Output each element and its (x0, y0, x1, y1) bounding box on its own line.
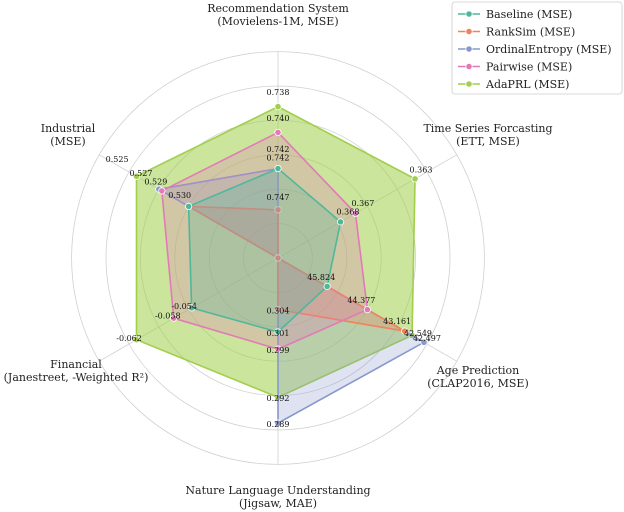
legend-item: RankSim (MSE) (458, 26, 575, 39)
series-point (185, 202, 193, 210)
value-label: 0.363 (410, 165, 433, 174)
axis-label-line: Age Prediction (436, 364, 520, 377)
value-label: 0.527 (130, 169, 153, 178)
legend-item: Pairwise (MSE) (458, 61, 572, 74)
series-point (411, 175, 419, 183)
axis-labels: Recommendation System(Movielens-1M, MSE)… (4, 2, 553, 510)
series-point (274, 128, 282, 137)
value-label: 44.377 (347, 296, 375, 305)
legend-item: AdaPRL (MSE) (458, 78, 569, 91)
value-label: 0.529 (144, 177, 167, 186)
legend-label: Pairwise (MSE) (486, 61, 572, 74)
value-label: 0.292 (267, 394, 290, 403)
value-label: -0.054 (171, 302, 197, 311)
value-label: 0.368 (337, 208, 360, 217)
value-label: 43.161 (383, 317, 411, 326)
legend-box (451, 1, 623, 95)
legend-label: Baseline (MSE) (486, 8, 572, 21)
axis-label-line: Nature Language Understanding (185, 484, 370, 497)
value-label: 0.289 (267, 420, 290, 429)
series-point (274, 103, 282, 111)
series-point (363, 305, 371, 314)
value-label: 42.549 (404, 329, 432, 338)
series-point (274, 254, 282, 262)
series-point (401, 327, 409, 335)
value-label: 0.740 (267, 114, 290, 123)
series-point (323, 282, 331, 290)
value-label: 0.525 (106, 155, 129, 164)
legend-swatch-marker (465, 45, 473, 53)
value-label: 0.299 (267, 346, 290, 355)
axis-label: Age Prediction(CLAP2016, MSE) (427, 364, 528, 390)
axis-label-line: Financial (50, 358, 102, 371)
legend-label: RankSim (MSE) (486, 26, 575, 39)
axis-label-line: (MSE) (50, 135, 85, 148)
value-label: -0.062 (116, 334, 142, 343)
series-point (158, 187, 166, 195)
axis-label: Industrial(MSE) (41, 122, 96, 148)
legend-label: OrdinalEntropy (MSE) (486, 43, 612, 56)
series-point (274, 305, 282, 314)
series-point (274, 419, 282, 427)
legend: Baseline (MSE) RankSim (MSE) OrdinalEntrop… (451, 1, 623, 95)
legend-swatch-marker (465, 62, 473, 71)
legend-swatch-marker (465, 80, 473, 88)
legend-swatch-marker (465, 27, 473, 36)
value-label: 0.747 (267, 193, 290, 202)
axis-label-line: (CLAP2016, MSE) (427, 377, 528, 390)
legend-item: OrdinalEntropy (MSE) (458, 43, 612, 56)
axis-label: Time Series Forcasting(ETT, MSE) (423, 122, 552, 148)
series-point (274, 345, 282, 353)
series-point (274, 328, 282, 336)
axis-label-line: (Movielens-1M, MSE) (217, 15, 338, 28)
axis-label: Nature Language Understanding(Jigsaw, MA… (185, 484, 370, 510)
legend-swatch-marker (465, 10, 473, 18)
value-label: 0.742 (267, 153, 290, 162)
value-label: 42.497 (413, 334, 441, 343)
axis-label-line: (ETT, MSE) (456, 135, 520, 148)
value-label: 45.824 (307, 273, 335, 282)
series-point (132, 172, 141, 180)
value-label: 0.738 (267, 88, 290, 97)
series-point (351, 209, 360, 217)
series-point (420, 338, 428, 346)
value-label: -0.058 (155, 312, 181, 321)
axis-label-line: Industrial (41, 122, 96, 135)
axis-label-line: Time Series Forcasting (423, 122, 552, 135)
series-point (132, 336, 141, 344)
value-label: 0.304 (267, 306, 290, 315)
axis-label: Financial(Janestreet, -Weighted R²) (4, 358, 149, 384)
value-label: 0.301 (267, 329, 290, 338)
axis-label: Recommendation System(Movielens-1M, MSE) (207, 2, 349, 28)
radar-series (132, 103, 428, 427)
series-point (274, 206, 282, 214)
axis-label-line: (Jigsaw, MAE) (239, 497, 317, 510)
value-label: 0.367 (351, 199, 374, 208)
axis-label-line: (Janestreet, -Weighted R²) (4, 371, 149, 384)
legend-item: Baseline (MSE) (458, 8, 572, 21)
series-point (188, 304, 196, 312)
axis-label-line: Recommendation System (207, 2, 349, 15)
series-point (170, 314, 178, 322)
legend-label: AdaPRL (MSE) (485, 78, 569, 91)
series-point (274, 164, 282, 173)
value-label: 0.742 (267, 145, 290, 154)
value-label: 0.530 (168, 191, 191, 200)
series-point (336, 218, 345, 226)
